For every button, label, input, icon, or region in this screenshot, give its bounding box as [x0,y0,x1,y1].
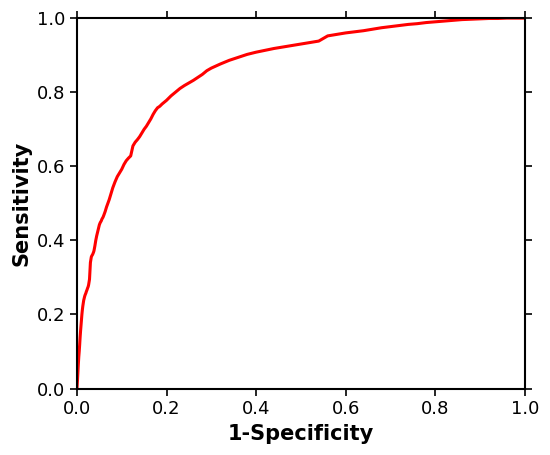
Y-axis label: Sensitivity: Sensitivity [11,141,31,266]
X-axis label: 1-Specificity: 1-Specificity [228,424,374,444]
